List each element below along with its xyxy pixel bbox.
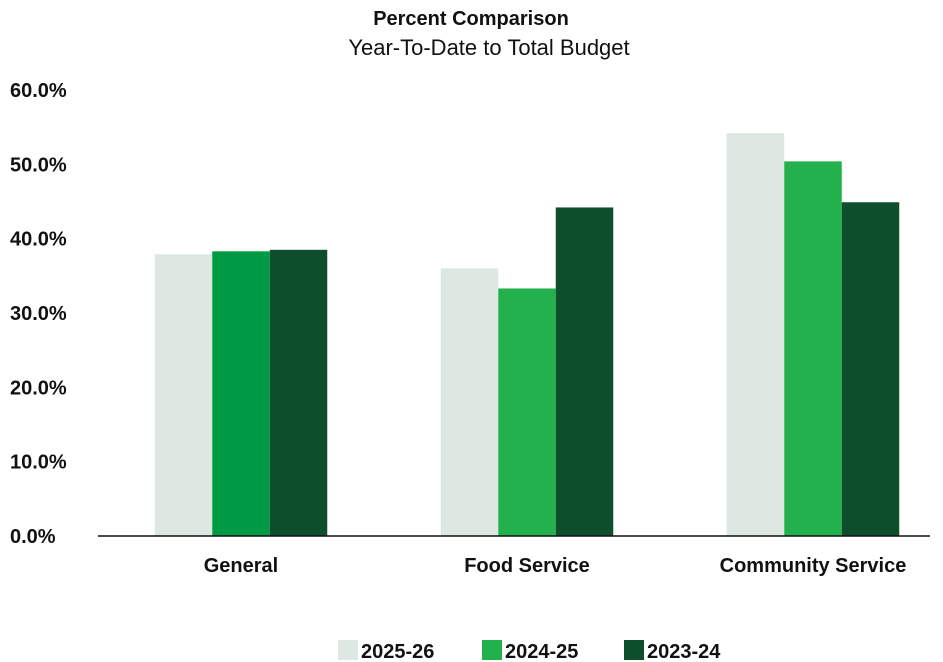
bar-2024-25-general xyxy=(212,251,270,536)
bar-2023-24-food-service xyxy=(555,207,614,537)
legend-label: 2023-24 xyxy=(647,641,721,662)
chart-subtitle: Year-To-Date to Total Budget xyxy=(348,35,629,60)
legend-swatch xyxy=(624,640,644,660)
legend: 2025-26 2024-25 2023-24 xyxy=(338,640,721,662)
y-tick-label: 60.0% xyxy=(10,80,67,102)
legend-swatch xyxy=(482,640,502,660)
y-tick-label: 30.0% xyxy=(10,303,67,325)
bar-2024-25-community-service xyxy=(784,161,842,537)
chart-title: Percent Comparison xyxy=(373,8,569,30)
x-category-label: General xyxy=(204,555,278,577)
y-tick-label: 50.0% xyxy=(10,154,67,176)
bar-2025-26-community-service xyxy=(726,133,785,536)
y-tick-label: 20.0% xyxy=(10,377,67,399)
x-category-label: Community Service xyxy=(720,555,907,577)
y-axis-ticks: 0.0% 10.0% 20.0% 30.0% 40.0% 50.0% 60.0% xyxy=(10,80,67,548)
legend-label: 2024-25 xyxy=(505,641,578,662)
x-category-label: Food Service xyxy=(464,555,590,577)
bar-2023-24-general xyxy=(269,249,328,537)
x-axis-labels: General Food Service Community Service xyxy=(204,555,907,577)
bar-2025-26-general xyxy=(154,254,213,536)
y-tick-label: 0.0% xyxy=(10,526,56,548)
y-tick-label: 10.0% xyxy=(10,452,67,474)
bar-2023-24-community-service xyxy=(841,202,900,536)
y-tick-label: 40.0% xyxy=(10,229,67,251)
bars xyxy=(154,133,900,537)
legend-swatch xyxy=(338,640,358,660)
bar-2025-26-food-service xyxy=(440,268,499,536)
bar-2024-25-food-service xyxy=(498,288,556,536)
legend-label: 2025-26 xyxy=(361,641,434,662)
